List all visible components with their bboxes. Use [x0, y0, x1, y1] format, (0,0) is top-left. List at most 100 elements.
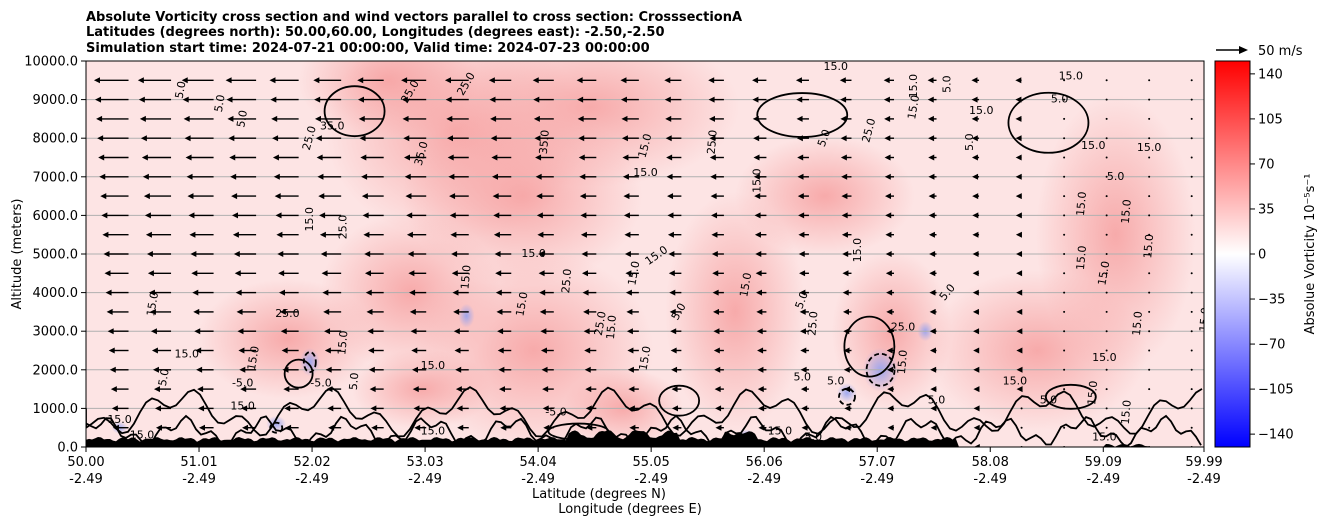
- wind-vector-head: [927, 96, 934, 103]
- contour-line-low: [86, 386, 1203, 438]
- wind-vector-head: [272, 154, 279, 161]
- x-tick-label-lon: -2.49: [295, 472, 329, 487]
- wind-vector-head: [99, 173, 106, 180]
- wind-vector-head: [801, 405, 808, 412]
- wind-vector-head: [199, 424, 206, 431]
- contour-label: 25.0: [805, 311, 820, 337]
- wind-vector-head: [708, 77, 715, 84]
- wind-vector-head: [194, 328, 201, 335]
- wind-vector-head: [500, 424, 507, 431]
- x-tick-label-lon: -2.49: [634, 472, 668, 487]
- contour-label: 15.0: [604, 315, 619, 341]
- wind-vector-head: [844, 424, 851, 431]
- wind-vector-head: [453, 328, 460, 335]
- wind-vector-head: [451, 251, 458, 257]
- wind-vector-head: [185, 154, 192, 161]
- wind-vector-head: [797, 193, 804, 200]
- wind-vector: [1190, 388, 1193, 391]
- wind-vector-head: [366, 308, 373, 315]
- wind-vector-head: [490, 115, 497, 122]
- title-line-1: Absolute Vorticity cross section and win…: [86, 10, 742, 25]
- wind-vector-head: [183, 115, 190, 122]
- wind-vector-head: [930, 366, 937, 373]
- wind-vector-head: [577, 115, 584, 122]
- wind-vector-head: [584, 366, 591, 373]
- wind-vector-head: [197, 386, 204, 393]
- wind-vector: [1105, 349, 1108, 352]
- wind-vector-head: [360, 154, 367, 161]
- wind-vector-head: [798, 231, 805, 238]
- wind-vector-head: [274, 193, 281, 200]
- wind-vector-head: [228, 135, 235, 142]
- colorbar-label: Absolue Vorticity 10⁻⁵s⁻¹: [1303, 174, 1318, 335]
- colorbar: −140 −105 −70 −35 0 35 70 105 140 Absolue Vortic…: [1214, 60, 1318, 448]
- wind-vector-head: [455, 386, 462, 393]
- contour-label: 5.0: [1040, 394, 1058, 407]
- wind-vector-head: [413, 405, 420, 412]
- wind-vector-head: [538, 251, 545, 257]
- wind-vector-head: [1015, 154, 1022, 161]
- wind-vector: [1105, 79, 1108, 82]
- wind-reference-key: 50 m/s: [1216, 44, 1303, 59]
- wind-vector-head: [801, 444, 808, 447]
- wind-vector: [1190, 407, 1193, 410]
- wind-vector-head: [414, 444, 421, 447]
- contour-label: 5.0: [963, 133, 976, 151]
- contour-label: 15.0: [851, 238, 864, 263]
- wind-vector: [1148, 156, 1151, 159]
- wind-vector-head: [800, 386, 807, 393]
- wind-vector-head: [539, 308, 546, 315]
- wind-vector-head: [622, 154, 629, 161]
- wind-vector: [1148, 330, 1151, 333]
- wind-vector: [1105, 214, 1108, 217]
- wind-vector: [1063, 156, 1066, 159]
- contour-label: -5.0: [310, 376, 331, 389]
- contour-loop: [1007, 91, 1090, 154]
- contour-label: 5.0: [173, 80, 189, 99]
- wind-vector-head: [712, 270, 719, 277]
- wind-vector-head: [884, 135, 891, 142]
- plot-area: 15.05.05.05.025.0 35.025.0 25.035.0 35.0 15.…: [86, 60, 1204, 447]
- contour-label: 15.0: [1092, 430, 1117, 443]
- wind-vector-head: [708, 96, 715, 103]
- wind-vector-head: [709, 115, 716, 122]
- wind-vector-head: [930, 386, 937, 393]
- contour-label: 5.0: [156, 368, 172, 387]
- wind-vector-head: [620, 77, 627, 84]
- wind-vector-head: [800, 366, 807, 373]
- contour-label: 15.0: [824, 60, 849, 73]
- wind-vector: [1190, 272, 1193, 275]
- wind-vector-head: [492, 173, 499, 180]
- wind-vector: [1190, 117, 1193, 120]
- wind-vector-head: [843, 328, 850, 335]
- wind-vector-head: [797, 173, 804, 180]
- wind-vector-head: [973, 347, 980, 354]
- wind-vector: [1190, 426, 1193, 429]
- wind-reference-label: 50 m/s: [1258, 44, 1303, 59]
- wind-vector-head: [446, 115, 453, 122]
- wind-vector-head: [972, 212, 979, 219]
- wind-vector-head: [972, 173, 979, 180]
- vorticity-negative-region: [837, 382, 858, 403]
- x-tick-label-lon: -2.49: [408, 472, 442, 487]
- colorbar-tick-label: 105: [1258, 112, 1283, 127]
- wind-vector-head: [357, 77, 364, 84]
- vorticity-positive-region: [665, 191, 806, 432]
- wind-vector-head: [972, 308, 979, 315]
- wind-vector-head: [714, 386, 721, 393]
- wind-vector-head: [930, 444, 937, 447]
- wind-vector-head: [187, 193, 194, 200]
- colorbar-tick-label: −140: [1258, 428, 1294, 443]
- wind-vector-head: [149, 308, 156, 315]
- wind-vector-head: [104, 270, 111, 277]
- contour-label: 25.0: [891, 320, 916, 333]
- x-tick-label-lat: 51.01: [180, 455, 217, 470]
- wind-vector-head: [928, 193, 935, 200]
- wind-vector-head: [756, 308, 763, 315]
- wind-vector-head: [930, 424, 937, 431]
- contour-label: 35.0: [412, 140, 431, 167]
- wind-vector-head: [401, 96, 408, 103]
- wind-vector-head: [364, 251, 371, 257]
- wind-vector-head: [800, 347, 807, 354]
- wind-vector-head: [112, 424, 119, 431]
